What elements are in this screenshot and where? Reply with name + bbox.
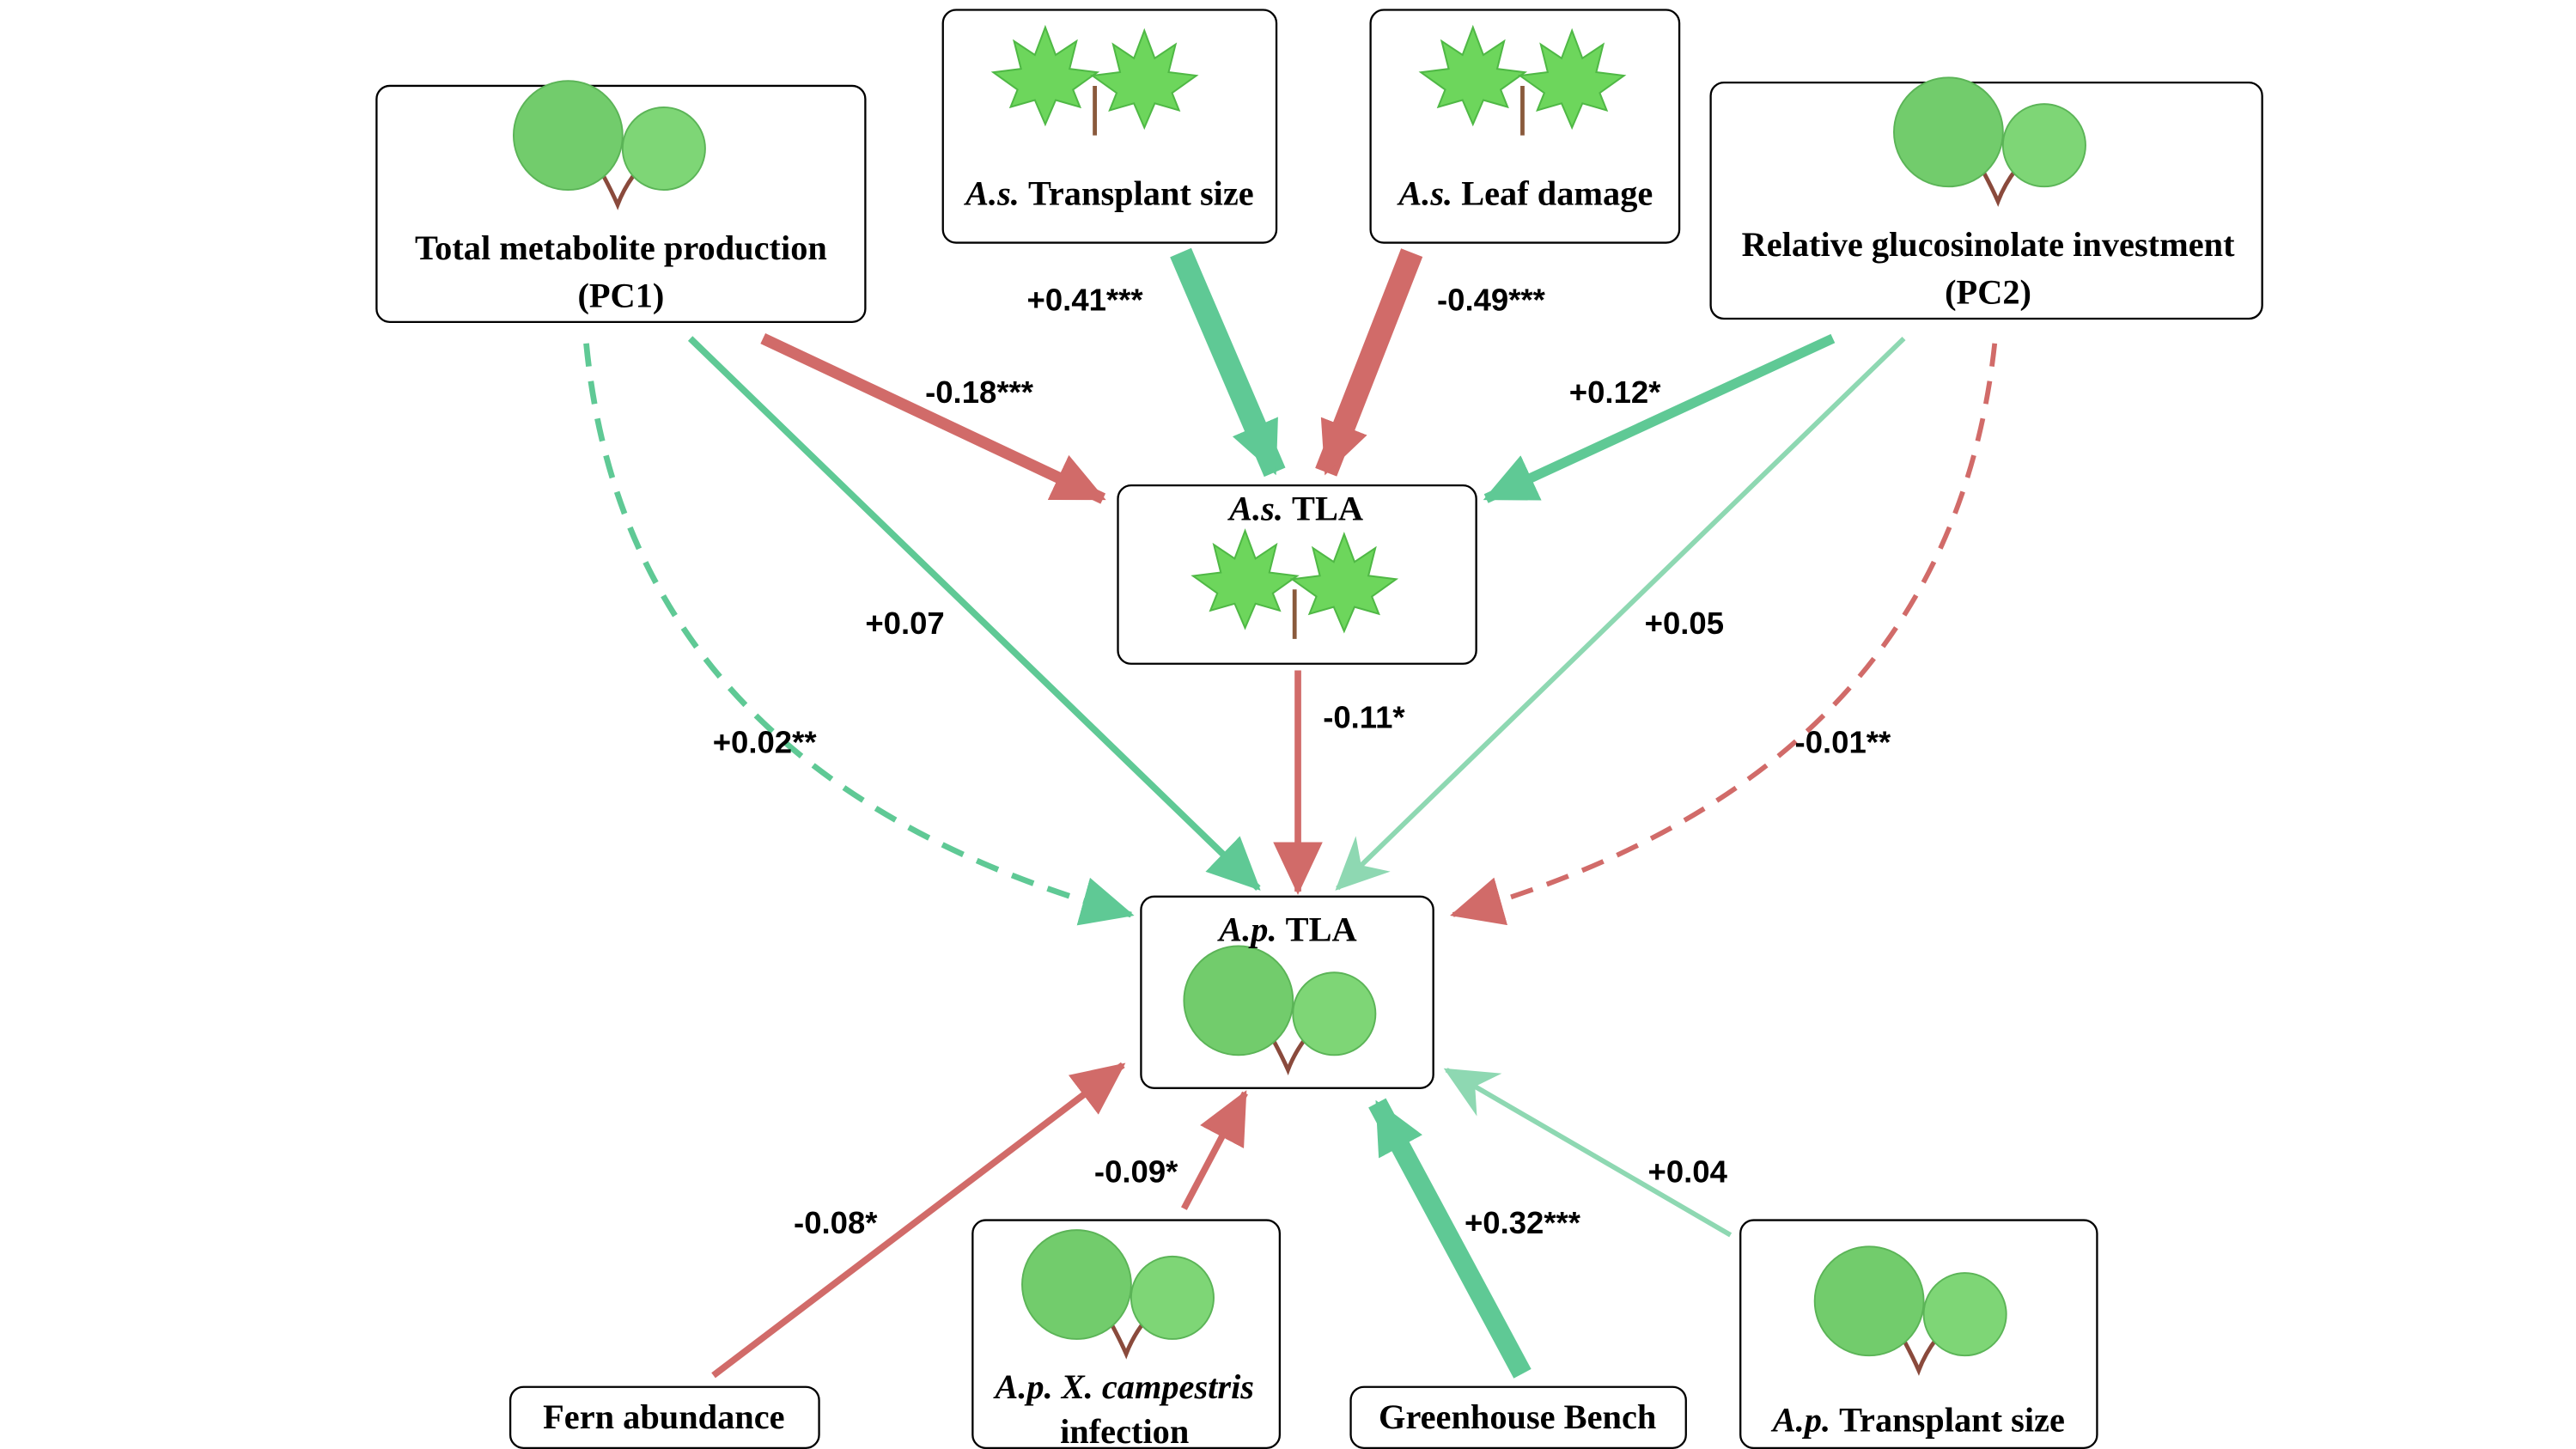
- node: Fern abundance: [509, 1385, 820, 1449]
- node-box: [1709, 81, 2263, 320]
- edge-label: -0.49***: [1437, 282, 1546, 317]
- node: A.p. Transplant size: [1739, 1219, 2098, 1449]
- node-box: [1117, 484, 1477, 665]
- edge-label: +0.05: [1645, 606, 1724, 641]
- node-label: A.s. Transplant size: [963, 174, 1254, 212]
- edge: [1483, 333, 1836, 503]
- node: A.p. TLA: [1140, 895, 1434, 1089]
- node-label: Relative glucosinolate investment: [1742, 225, 2235, 264]
- node-label: (PC2): [1945, 273, 2031, 312]
- edge-label: +0.02**: [713, 725, 818, 760]
- edge: [1450, 343, 1998, 926]
- edge-label: -0.09*: [1094, 1154, 1178, 1189]
- node-label: A.s. TLA: [1227, 490, 1363, 528]
- node: Greenhouse Bench: [1349, 1385, 1687, 1449]
- node-label-italic: A.p.: [1216, 910, 1276, 949]
- edge: [760, 332, 1106, 504]
- node-label-italic: A.p. X. campestris: [992, 1367, 1254, 1406]
- edge-label: +0.32***: [1465, 1205, 1581, 1240]
- node: A.p. X. campestris infection: [971, 1219, 1282, 1449]
- edge-label: -0.01**: [1795, 725, 1891, 760]
- edge-label: -0.11*: [1323, 700, 1405, 735]
- node-label: infection: [1060, 1412, 1189, 1449]
- node: A.s. Leaf damage: [1369, 9, 1681, 244]
- node-label: (PC1): [577, 277, 664, 315]
- node-label-text: TLA: [1286, 910, 1357, 949]
- node-label-italic: A.s.: [1227, 490, 1283, 528]
- node: A.s. Transplant size: [941, 9, 1278, 244]
- edge-label: +0.07: [865, 606, 944, 641]
- node-label-italic: A.p.: [1770, 1401, 1830, 1440]
- edge: [1180, 1090, 1248, 1210]
- node-box: [375, 84, 867, 323]
- edge-label: -0.08*: [794, 1205, 878, 1240]
- node-label-text: TLA: [1292, 490, 1363, 528]
- node-label-italic: A.s.: [963, 174, 1020, 212]
- edge: [583, 343, 1135, 926]
- edge-label: +0.12*: [1569, 374, 1661, 410]
- node-label-italic: A.s.: [1396, 174, 1452, 212]
- node-label: Fern abundance: [543, 1397, 784, 1436]
- edge: [687, 336, 1261, 891]
- edge-label: +0.04: [1647, 1154, 1727, 1189]
- node-label: A.p. TLA: [1216, 910, 1356, 949]
- node-label-text: Transplant size: [1028, 174, 1254, 212]
- node-box: [1349, 1385, 1687, 1449]
- node-label: Total metabolite production: [415, 228, 827, 267]
- node-box: [509, 1385, 820, 1449]
- node-label: A.s. Leaf damage: [1396, 174, 1653, 212]
- edges: [583, 247, 1998, 1379]
- nodes: Total metabolite production (PC1) A.s. T…: [375, 9, 2263, 1449]
- edge: [1368, 1098, 1532, 1379]
- edge: [1335, 337, 1906, 891]
- edge: [1315, 248, 1423, 477]
- node: Total metabolite production (PC1): [375, 81, 867, 323]
- edge: [711, 1062, 1126, 1379]
- edge-labels: -0.18*** +0.41*** -0.49*** +0.12* +0.07 …: [713, 282, 1891, 1240]
- node-label-text: Leaf damage: [1461, 174, 1653, 212]
- node-label-text: Transplant size: [1839, 1401, 2065, 1440]
- node: Relative glucosinolate investment (PC2): [1709, 77, 2263, 320]
- edge-label: +0.41***: [1027, 282, 1144, 317]
- edge-label: -0.18***: [925, 374, 1034, 410]
- node-label: A.p. Transplant size: [1770, 1401, 2065, 1440]
- edge: [1443, 1068, 1733, 1238]
- node-label: Greenhouse Bench: [1379, 1397, 1656, 1436]
- node: A.s. TLA: [1117, 484, 1477, 665]
- edge: [1170, 247, 1286, 478]
